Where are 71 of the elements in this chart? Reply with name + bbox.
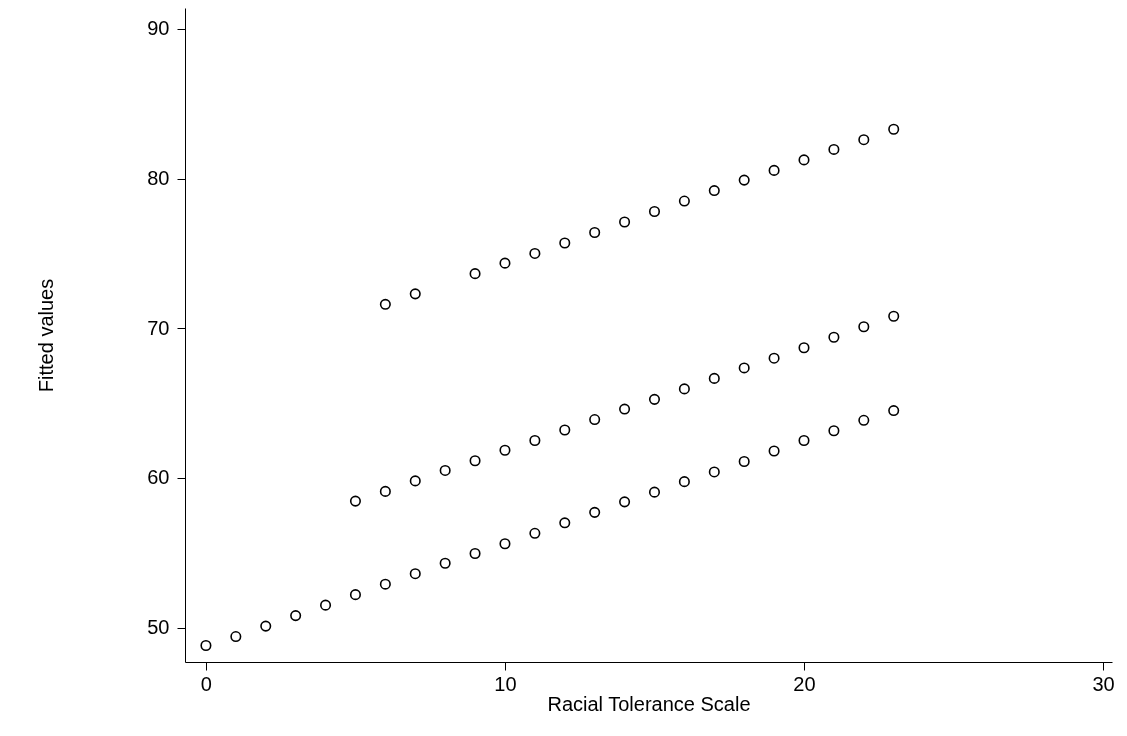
x-tick-label: 10 — [494, 672, 517, 695]
point — [858, 414, 870, 426]
point — [409, 288, 421, 300]
point — [349, 495, 361, 507]
point — [499, 538, 511, 550]
point — [589, 226, 601, 239]
point — [499, 444, 511, 456]
point — [708, 466, 720, 478]
point — [499, 257, 511, 269]
point — [738, 455, 750, 467]
point — [619, 496, 631, 508]
point — [349, 589, 361, 601]
y-tick-label: 90 — [147, 17, 170, 40]
point — [708, 372, 720, 384]
point — [708, 185, 720, 197]
point — [768, 352, 780, 364]
point — [529, 247, 541, 259]
y-tick-label: 50 — [147, 616, 170, 639]
x-tick-label: 20 — [793, 672, 816, 695]
point — [648, 206, 661, 218]
point — [828, 425, 840, 437]
point — [379, 485, 391, 497]
point — [230, 631, 242, 643]
point — [738, 362, 750, 374]
point — [260, 620, 272, 632]
point — [619, 403, 631, 415]
point — [768, 164, 780, 176]
point — [559, 237, 571, 249]
point — [529, 527, 541, 539]
x-tick-label: 0 — [200, 672, 212, 695]
y-tick-label: 60 — [147, 466, 170, 489]
point — [409, 568, 421, 580]
point — [469, 268, 481, 280]
point — [888, 310, 900, 322]
point — [409, 475, 421, 487]
point — [290, 610, 302, 622]
point — [200, 640, 212, 652]
y-tick-label: 80 — [147, 167, 170, 190]
point — [798, 342, 810, 354]
point — [439, 557, 451, 569]
point — [559, 517, 571, 529]
point — [648, 393, 661, 405]
point — [888, 123, 900, 135]
point — [648, 486, 661, 498]
point — [320, 599, 332, 611]
point — [678, 383, 690, 395]
point — [828, 143, 840, 155]
point — [768, 445, 780, 457]
point — [469, 455, 481, 467]
x-tick-label: 30 — [1092, 672, 1115, 695]
point — [798, 434, 810, 447]
point — [589, 506, 601, 518]
point — [738, 174, 750, 186]
point — [888, 405, 900, 417]
y-tick-label: 70 — [147, 316, 170, 339]
point — [858, 134, 870, 146]
y-axis-title: Fitted values — [35, 278, 58, 393]
point — [379, 298, 391, 310]
point — [559, 424, 571, 436]
point — [469, 547, 481, 560]
point — [678, 476, 690, 488]
point — [828, 331, 840, 343]
point — [678, 195, 690, 207]
point — [619, 216, 631, 228]
point — [798, 154, 810, 166]
point — [529, 434, 541, 447]
point — [858, 321, 870, 333]
x-axis-title: Racial Tolerance Scale — [547, 692, 751, 715]
point — [589, 414, 601, 426]
point — [439, 464, 451, 476]
point — [379, 578, 391, 590]
